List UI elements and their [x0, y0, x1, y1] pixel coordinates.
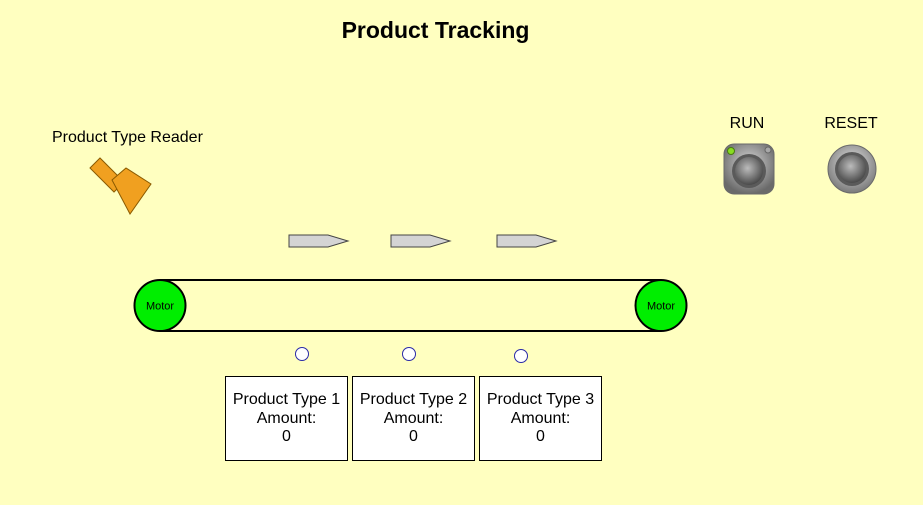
product-type-3-counter: Product Type 3 Amount: 0 — [479, 376, 602, 461]
counter-value: 0 — [409, 428, 418, 445]
product-type-1-counter: Product Type 1 Amount: 0 — [225, 376, 348, 461]
right-motor-label: Motor — [647, 301, 675, 313]
product-arrow-1 — [288, 234, 350, 248]
run-label: RUN — [729, 115, 765, 132]
scanner-icon — [89, 157, 152, 215]
reset-button[interactable] — [826, 143, 878, 195]
sensor-2-indicator — [402, 347, 416, 361]
conveyor-belt: Motor Motor — [133, 279, 688, 332]
right-motor: Motor — [634, 279, 688, 332]
counter-value: 0 — [536, 428, 545, 445]
counter-label: Product Type 3 — [486, 391, 595, 408]
counter-label: Product Type 1 — [232, 391, 341, 408]
sensor-3-indicator — [514, 349, 528, 363]
counter-value: 0 — [282, 428, 291, 445]
reset-label: RESET — [824, 115, 878, 132]
sensor-1-indicator — [295, 347, 309, 361]
counter-label: Product Type 2 — [359, 391, 468, 408]
left-motor-label: Motor — [146, 301, 174, 313]
page-title: Product Tracking — [341, 17, 530, 43]
reader-label: Product Type Reader — [52, 129, 203, 146]
run-button[interactable] — [723, 143, 775, 195]
product-type-2-counter: Product Type 2 Amount: 0 — [352, 376, 475, 461]
product-arrow-2 — [390, 234, 452, 248]
counter-amount-label: Amount: — [510, 409, 571, 427]
counter-amount-label: Amount: — [256, 409, 317, 427]
left-motor: Motor — [133, 279, 187, 332]
product-arrow-3 — [496, 234, 558, 248]
counter-amount-label: Amount: — [383, 409, 444, 427]
